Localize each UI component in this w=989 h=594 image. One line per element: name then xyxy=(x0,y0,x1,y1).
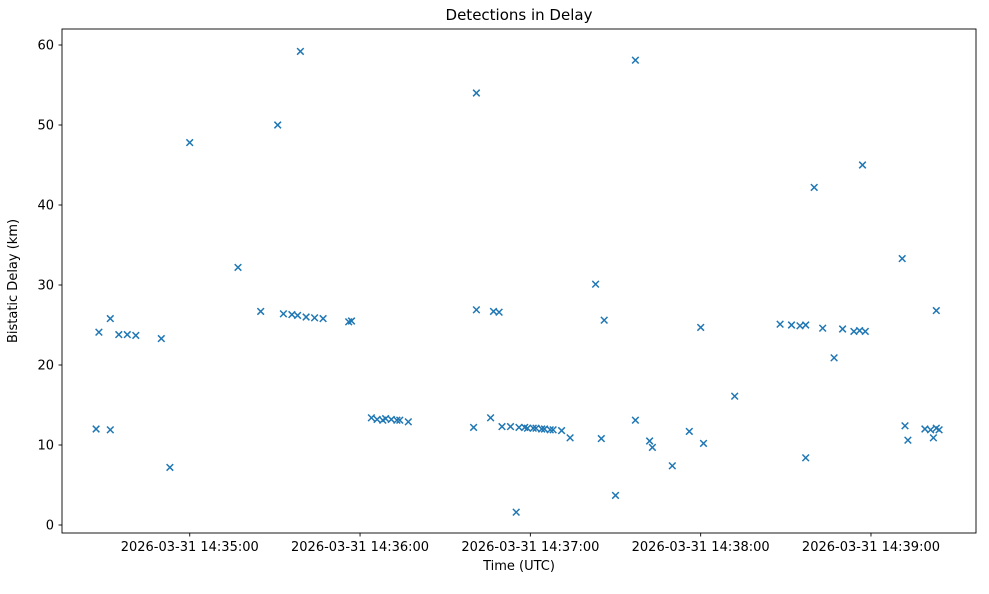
scatter-point xyxy=(393,416,401,425)
y-tick-label: 0 xyxy=(46,519,54,534)
scatter-point xyxy=(157,334,166,343)
scatter-point xyxy=(810,183,819,192)
scatter-point xyxy=(935,425,943,434)
scatter-point xyxy=(668,461,677,470)
scatter-point xyxy=(546,425,555,434)
scatter-point xyxy=(830,353,838,362)
x-tick-label: 2026-03-31 14:38:00 xyxy=(632,540,770,555)
scatter-point xyxy=(696,323,705,332)
scatter-point xyxy=(185,138,194,147)
scatter-point xyxy=(472,89,481,97)
scatter-point xyxy=(367,413,376,422)
scatter-point xyxy=(699,439,708,448)
scatter-point xyxy=(566,433,574,442)
scatter-point xyxy=(234,263,242,272)
scatter-point xyxy=(838,325,847,333)
scatter-point xyxy=(495,308,503,317)
scatter-point xyxy=(273,121,282,129)
scatter-point xyxy=(557,426,566,435)
plot-border xyxy=(61,28,977,534)
scatter-point xyxy=(904,436,912,445)
scatter-point xyxy=(685,427,694,436)
scatter-point xyxy=(296,47,305,56)
y-tick-label: 20 xyxy=(37,359,54,374)
scatter-point xyxy=(469,423,478,432)
scatter-point xyxy=(131,331,140,340)
y-axis-ticks: 0 10 20 30 40 50 60 xyxy=(37,39,62,534)
scatter-point xyxy=(506,422,515,431)
scatter-point xyxy=(611,491,620,500)
chart-title: Detections in Delay xyxy=(446,6,593,24)
scatter-point xyxy=(537,425,546,433)
scatter-point xyxy=(801,321,810,329)
scatter-point xyxy=(645,437,654,445)
x-tick-label: 2026-03-31 14:35:00 xyxy=(121,540,259,555)
scatter-point xyxy=(123,330,132,339)
scatter-point xyxy=(92,425,100,433)
scatter-point xyxy=(801,453,810,462)
y-tick-label: 10 xyxy=(37,439,54,454)
scatter-point xyxy=(529,424,538,433)
scatter-point xyxy=(631,56,640,65)
scatter-point xyxy=(861,327,870,336)
scatter-point xyxy=(600,316,609,325)
scatter-point xyxy=(293,311,302,320)
x-tick-label: 2026-03-31 14:39:00 xyxy=(802,540,940,555)
scatter-point xyxy=(472,305,481,314)
scatter-point xyxy=(95,328,103,337)
scatter-point xyxy=(310,313,319,322)
x-axis-ticks: 2026-03-31 14:35:00 2026-03-31 14:36:00 20… xyxy=(121,533,940,555)
scatter-point xyxy=(787,321,796,329)
x-axis-label: Time (UTC) xyxy=(482,559,555,574)
y-axis-label: Bistatic Delay (km) xyxy=(6,219,21,343)
scatter-point xyxy=(818,324,827,333)
scatter-point xyxy=(523,424,532,433)
scatter-point xyxy=(319,314,327,323)
scatter-points-layer xyxy=(92,47,943,517)
y-tick-label: 60 xyxy=(37,39,54,54)
scatter-point xyxy=(932,306,941,315)
scatter-point xyxy=(549,425,557,434)
scatter-point xyxy=(776,320,784,329)
scatter-point xyxy=(858,161,867,169)
scatter-point xyxy=(404,417,413,426)
scatter-point xyxy=(498,422,506,431)
x-tick-label: 2026-03-31 14:36:00 xyxy=(291,540,429,555)
scatter-point xyxy=(926,425,935,434)
scatter-point xyxy=(106,425,115,434)
x-tick-label: 2026-03-31 14:37:00 xyxy=(461,540,599,555)
scatter-point xyxy=(591,280,600,289)
scatter-point xyxy=(486,413,495,422)
scatter-point xyxy=(166,463,174,472)
scatter-point xyxy=(597,434,606,443)
scatter-point xyxy=(648,443,657,452)
scatter-point xyxy=(901,421,909,430)
scatter-point xyxy=(395,416,404,425)
scatter-point xyxy=(631,416,640,425)
scatter-point xyxy=(302,313,310,321)
scatter-point xyxy=(114,330,123,339)
y-tick-label: 30 xyxy=(37,279,54,294)
scatter-point xyxy=(512,508,521,517)
scatter-point xyxy=(347,317,356,325)
scatter-point xyxy=(929,433,938,442)
scatter-point xyxy=(515,423,523,432)
scatter-point xyxy=(730,392,739,401)
scatter-point xyxy=(256,307,265,316)
y-tick-label: 40 xyxy=(37,199,54,214)
scatter-point xyxy=(898,254,907,263)
y-tick-label: 50 xyxy=(37,119,54,134)
plot-area xyxy=(62,29,976,533)
scatter-point xyxy=(279,309,288,318)
scatter-point xyxy=(106,314,115,323)
